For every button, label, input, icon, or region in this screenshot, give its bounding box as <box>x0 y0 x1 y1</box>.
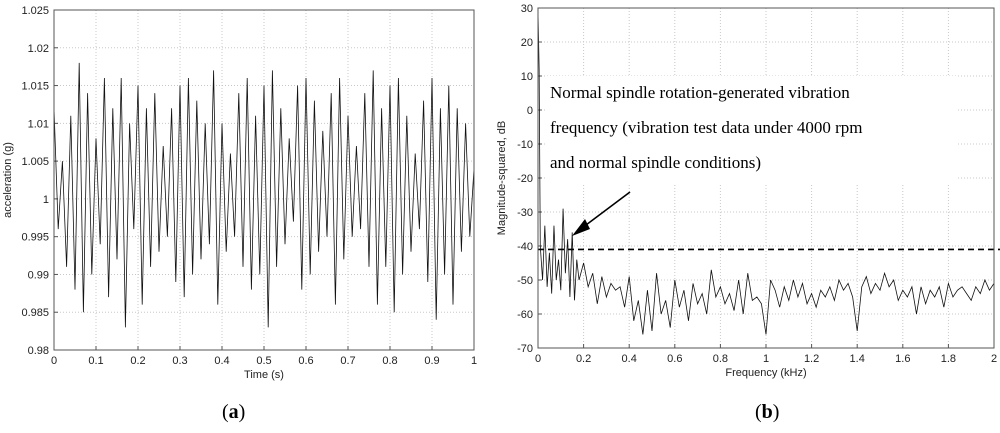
annotation-arrow <box>572 191 631 236</box>
panel-a-series-line <box>53 62 475 328</box>
b-y-tick-label: -50 <box>517 275 533 287</box>
panel-label-b-letter: b <box>762 401 773 423</box>
panel-label-b: (b) <box>755 401 779 423</box>
b-x-tick-label: 1 <box>763 353 769 365</box>
b-y-tick-label: -30 <box>517 207 533 219</box>
panel-b-y-axis-label: Magnitude-squared, dB <box>496 121 508 235</box>
b-y-tick-label: -70 <box>517 343 533 355</box>
a-x-tick-label: 0.6 <box>298 355 313 367</box>
b-y-tick-label: -20 <box>517 173 533 185</box>
panel-b-chart: 0 0.2 0.4 0.6 0.8 1 1.2 1.4 1.6 1.8 2 -70 -60 -50 -40 -… <box>496 3 1000 379</box>
a-y-tick-label: 0.98 <box>28 345 49 357</box>
panel-b-plot-frame <box>537 7 995 349</box>
b-y-tick-label: 20 <box>521 37 533 49</box>
b-y-tick-label: -40 <box>517 241 533 253</box>
b-x-tick-label: 1.8 <box>941 353 956 365</box>
b-x-tick-label: 0.6 <box>667 353 682 365</box>
b-y-tick-label: -10 <box>517 139 533 151</box>
a-x-tick-label: 0.5 <box>256 355 271 367</box>
b-x-tick-label: 1.6 <box>895 353 910 365</box>
a-x-tick-label: 0 <box>51 355 57 367</box>
a-x-tick-label: 0.3 <box>172 355 187 367</box>
b-x-tick-label: 0.2 <box>576 353 591 365</box>
a-x-tick-label: 0.7 <box>340 355 355 367</box>
a-x-tick-label: 0.8 <box>382 355 397 367</box>
panel-a-y-axis-label: acceleration (g) <box>2 142 14 218</box>
b-x-tick-label: 0 <box>535 353 541 365</box>
a-x-tick-label: 0.9 <box>424 355 439 367</box>
b-x-tick-label: 0.4 <box>622 353 637 365</box>
panel-a-ticks: 0 0.1 0.2 0.3 0.4 0.5 0.6 0.7 0.8 0.9 1 0.98 0.985 0.… <box>21 5 477 367</box>
a-y-tick-label: 1.01 <box>28 118 49 130</box>
b-x-tick-label: 0.8 <box>713 353 728 365</box>
a-y-tick-label: 1.02 <box>28 43 49 55</box>
panel-a-plot-frame <box>53 9 475 351</box>
b-y-tick-label: 10 <box>521 71 533 83</box>
annotation-line-3: and normal spindle conditions) <box>550 153 761 172</box>
a-y-tick-label: 1 <box>43 194 49 206</box>
b-y-tick-label: 30 <box>521 3 533 15</box>
b-x-tick-label: 1.4 <box>850 353 865 365</box>
panel-a-chart: 0 0.1 0.2 0.3 0.4 0.5 0.6 0.7 0.8 0.9 1 0.98 0.985 0.… <box>2 5 477 381</box>
a-x-tick-label: 0.2 <box>130 355 145 367</box>
panel-label-a: (a) <box>222 401 245 423</box>
panel-a-grid <box>54 10 474 350</box>
annotation-line-1: Normal spindle rotation-generated vibrat… <box>550 83 850 102</box>
a-y-tick-label: 0.985 <box>21 307 49 319</box>
a-y-tick-label: 0.99 <box>28 269 49 281</box>
b-x-tick-label: 1.2 <box>804 353 819 365</box>
annotation-background <box>546 76 958 184</box>
a-y-tick-label: 1.005 <box>21 156 49 168</box>
a-x-tick-label: 1 <box>471 355 477 367</box>
a-y-tick-label: 1.025 <box>21 5 49 17</box>
b-y-tick-label: -60 <box>517 309 533 321</box>
panel-b-ticks: 0 0.2 0.4 0.6 0.8 1 1.2 1.4 1.6 1.8 2 -70 -60 -50 -40 -… <box>517 3 997 365</box>
panel-label-a-letter: a <box>229 401 239 423</box>
b-x-tick-label: 2 <box>991 353 997 365</box>
a-y-tick-label: 1.015 <box>21 81 49 93</box>
panel-a-x-axis-label: Time (s) <box>244 369 284 381</box>
panel-b-x-axis-label: Frequency (kHz) <box>725 367 806 379</box>
panel-b-series-line <box>537 11 995 335</box>
annotation-line-2: frequency (vibration test data under 400… <box>550 118 863 137</box>
a-x-tick-label: 0.1 <box>88 355 103 367</box>
a-y-tick-label: 0.995 <box>21 232 49 244</box>
a-x-tick-label: 0.4 <box>214 355 229 367</box>
b-y-tick-label: 0 <box>527 105 533 117</box>
